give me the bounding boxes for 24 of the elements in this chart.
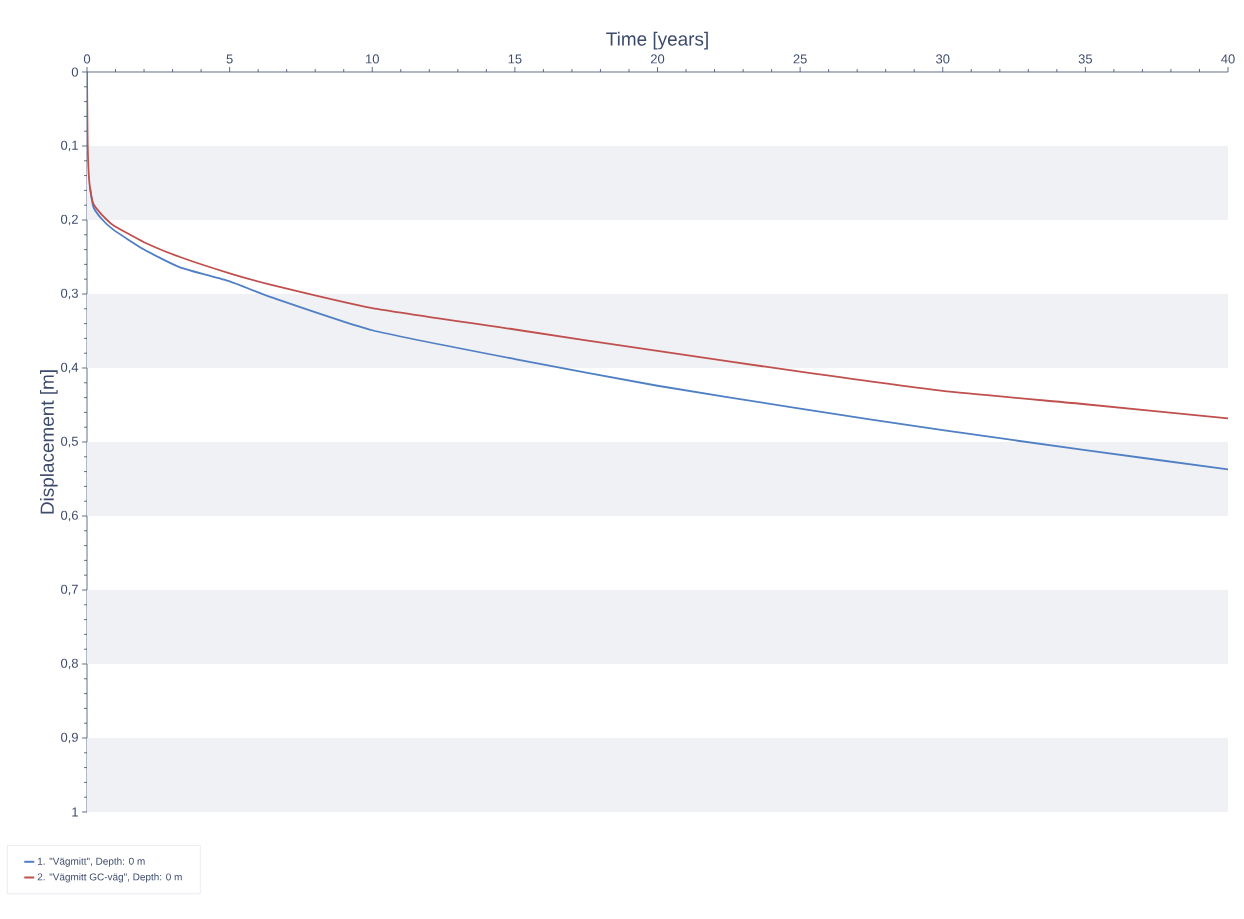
- y-tick-label: 0,5: [61, 436, 78, 448]
- y-tick-label: 0,7: [61, 584, 78, 596]
- y-tick-label: 0,9: [61, 732, 78, 744]
- x-tick-label: 30: [936, 54, 950, 64]
- y-tick-label: 1: [72, 807, 78, 817]
- y-tick-label: 0,3: [61, 288, 78, 300]
- y-tick-label: 0,6: [61, 510, 78, 522]
- legend-label: 1. "Vägmitt", Depth: 0 m: [37, 857, 145, 867]
- x-tick-label: 35: [1078, 54, 1093, 64]
- y-tick-label: 0,4: [61, 362, 79, 374]
- y-tick-label: 0,2: [61, 214, 78, 226]
- y-tick-label: 0,8: [61, 658, 78, 670]
- y-tick-label: 0: [71, 67, 79, 77]
- y-axis-title: Displacement [m]: [40, 370, 58, 514]
- x-tick-label: 0: [83, 54, 91, 64]
- x-axis-title: Time [years]: [606, 31, 708, 50]
- x-tick-label: 20: [650, 54, 665, 64]
- x-tick-label: 5: [226, 54, 233, 64]
- y-tick-label: 0,1: [61, 140, 78, 152]
- x-tick-label: 10: [366, 54, 379, 64]
- x-tick-label: 40: [1221, 54, 1235, 64]
- legend-label: 2. "Vägmitt GC-väg", Depth: 0 m: [37, 873, 182, 883]
- x-tick-label: 15: [508, 54, 522, 64]
- x-tick-label: 25: [793, 54, 807, 64]
